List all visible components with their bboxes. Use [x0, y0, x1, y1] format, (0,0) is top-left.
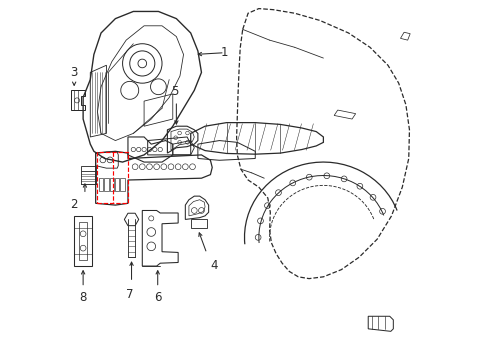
Text: 2: 2	[70, 198, 78, 211]
Text: 5: 5	[171, 85, 179, 98]
Text: 7: 7	[126, 288, 133, 301]
Text: 1: 1	[221, 46, 228, 59]
Bar	[97, 152, 128, 203]
Text: 6: 6	[154, 291, 161, 304]
Text: 8: 8	[79, 291, 87, 304]
Text: 3: 3	[70, 66, 78, 79]
Text: 4: 4	[210, 259, 218, 272]
